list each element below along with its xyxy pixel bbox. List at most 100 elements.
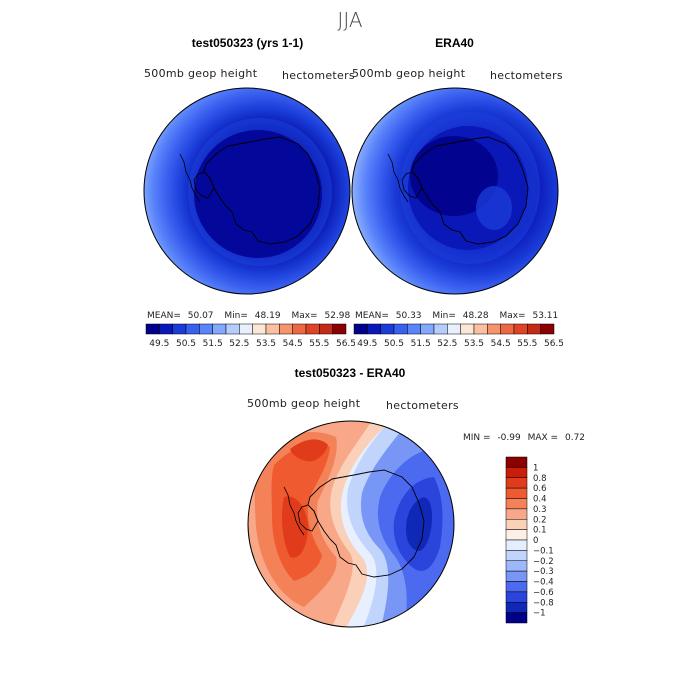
colorbar-swatch	[505, 560, 528, 572]
south-america-coastline	[387, 153, 409, 203]
colorbar-swatch	[500, 323, 515, 335]
colorbar-tick-label: 54.5	[491, 339, 511, 349]
peninsula-coastline	[401, 171, 423, 199]
colorbar-tick-label: 0	[533, 536, 538, 546]
colorbar-swatch	[460, 323, 475, 335]
panel1-mean-label: MEAN=	[147, 311, 181, 321]
panel2-max-label: Max=	[499, 311, 526, 321]
panel1-stats: MEAN= 50.07 Min= 48.19 Max= 52.98	[147, 311, 350, 321]
panel2-low-contour	[410, 136, 498, 216]
panel2-mean-value: 50.33	[395, 311, 422, 321]
panel2-min-label: Min=	[432, 311, 456, 321]
peninsula-coastline	[297, 504, 319, 532]
colorbar-tick-label: 56.5	[544, 339, 563, 349]
colorbar-swatch	[252, 323, 267, 335]
colorbar-swatch	[225, 323, 240, 335]
panel1-min-value: 48.19	[254, 311, 281, 321]
colorbar-tick-label: 53.5	[464, 339, 484, 349]
panel2-stats: MEAN= 50.33 Min= 48.28 Max= 53.11	[355, 311, 558, 321]
colorbar-swatch	[505, 508, 528, 520]
colorbar-tick-label: 55.5	[517, 339, 537, 349]
colorbar-tick-label: 53.5	[256, 339, 276, 349]
panel1-min-label: Min=	[224, 311, 248, 321]
colorbar-swatch	[185, 323, 200, 335]
south-america-coastline	[179, 153, 201, 203]
colorbar-swatch	[172, 323, 187, 335]
colorbar-swatch	[305, 323, 320, 335]
colorbar-swatch	[505, 612, 528, 624]
colorbar-tick-label: 49.5	[149, 339, 169, 349]
colorbar-tick-label: 0.2	[533, 515, 547, 525]
panel3-min-value: -0.99	[497, 433, 521, 443]
colorbar-swatch	[505, 550, 528, 561]
colorbar-tick-label: 50.5	[176, 339, 196, 349]
panel2-mean-label: MEAN=	[355, 311, 389, 321]
panel1-mean-value: 50.07	[187, 311, 214, 321]
colorbar-tick-label: 54.5	[283, 339, 303, 349]
colorbar-tick-label: 0.8	[533, 474, 547, 484]
panel3-title: test050323 - ERA40	[294, 366, 406, 380]
colorbar-swatch	[505, 529, 528, 541]
colorbar-swatch	[505, 456, 528, 468]
colorbar-tick-label: −0.4	[533, 578, 554, 588]
colorbar-swatch	[145, 323, 160, 335]
panel2-min-value: 48.28	[462, 311, 489, 321]
colorbar-swatch	[505, 498, 528, 510]
colorbar-tick-label: 50.5	[384, 339, 404, 349]
panel3-map	[247, 420, 455, 628]
panel3-stats: MIN = -0.99 MAX = 0.72	[463, 433, 585, 443]
panel1-title: test050323 (yrs 1-1)	[191, 36, 304, 50]
colorbar-swatch	[505, 581, 528, 593]
colorbar-swatch	[505, 477, 528, 489]
panel2-title: ERA40	[435, 36, 474, 50]
colorbar-swatch	[239, 323, 253, 335]
panel1-variable-label: 500mb geop height	[144, 67, 258, 80]
colorbar-tick-label: 0.4	[533, 495, 547, 505]
panel2-units-label: hectometers	[490, 69, 563, 82]
colorbar-tick-label: 0.6	[533, 484, 547, 494]
panel3-min-label: MIN =	[463, 433, 491, 443]
colorbar-swatch	[505, 539, 528, 551]
colorbar-swatch	[505, 467, 528, 478]
colorbar-tick-label: 56.5	[336, 339, 355, 349]
colorbar-swatch	[505, 487, 528, 499]
panel1-units-label: hectometers	[282, 69, 355, 82]
colorbar-swatch	[513, 323, 528, 335]
colorbar-tick-label: 49.5	[357, 339, 377, 349]
colorbar-tick-label: 0.3	[533, 505, 547, 515]
colorbar-swatch	[433, 323, 448, 335]
panel1-map	[143, 87, 351, 295]
panel1-low-contour	[194, 130, 322, 258]
colorbar-swatch	[265, 323, 280, 335]
peninsula-coastline	[193, 171, 215, 199]
colorbar-swatch	[505, 519, 528, 530]
colorbar-tick-label: −0.6	[533, 588, 554, 598]
colorbar-tick-label: 0.1	[533, 526, 547, 536]
colorbar-swatch	[279, 323, 293, 335]
colorbar-swatch	[332, 323, 347, 335]
colorbar-swatch	[159, 323, 173, 335]
colorbar-tick-label: 1	[533, 463, 538, 473]
panel3-variable-label: 500mb geop height	[247, 397, 361, 410]
colorbar-tick-label: 55.5	[309, 339, 329, 349]
figure-title: JJA	[337, 8, 363, 32]
panel1-map-border	[143, 87, 351, 295]
colorbar-tick-label: 51.5	[411, 339, 431, 349]
panel3-map-border	[247, 420, 455, 628]
panel3-max-value: 0.72	[564, 433, 586, 443]
colorbar-swatch	[505, 570, 528, 582]
panel2-map	[351, 87, 559, 295]
panel1-max-label: Max=	[291, 311, 318, 321]
colorbar-tick-label: 52.5	[229, 339, 249, 349]
colorbar-swatch	[393, 323, 408, 335]
panel1-colorbar: 49.5 50.5 51.5 52.5 53.5 54.5 55.5 56.5	[145, 323, 355, 349]
panel2-map-border	[351, 87, 559, 295]
colorbar-swatch	[420, 323, 435, 335]
panel2-variable-label: 500mb geop height	[352, 67, 466, 80]
colorbar-tick-label: −0.2	[533, 557, 554, 567]
colorbar-tick-label: −1	[533, 609, 546, 619]
panel3-colorbar: 10.80.60.40.30.20.10−0.1−0.2−0.3−0.4−0.6…	[505, 456, 554, 624]
panel1-max-value: 52.98	[324, 311, 351, 321]
colorbar-tick-label: 51.5	[203, 339, 223, 349]
colorbar-swatch	[505, 591, 528, 603]
